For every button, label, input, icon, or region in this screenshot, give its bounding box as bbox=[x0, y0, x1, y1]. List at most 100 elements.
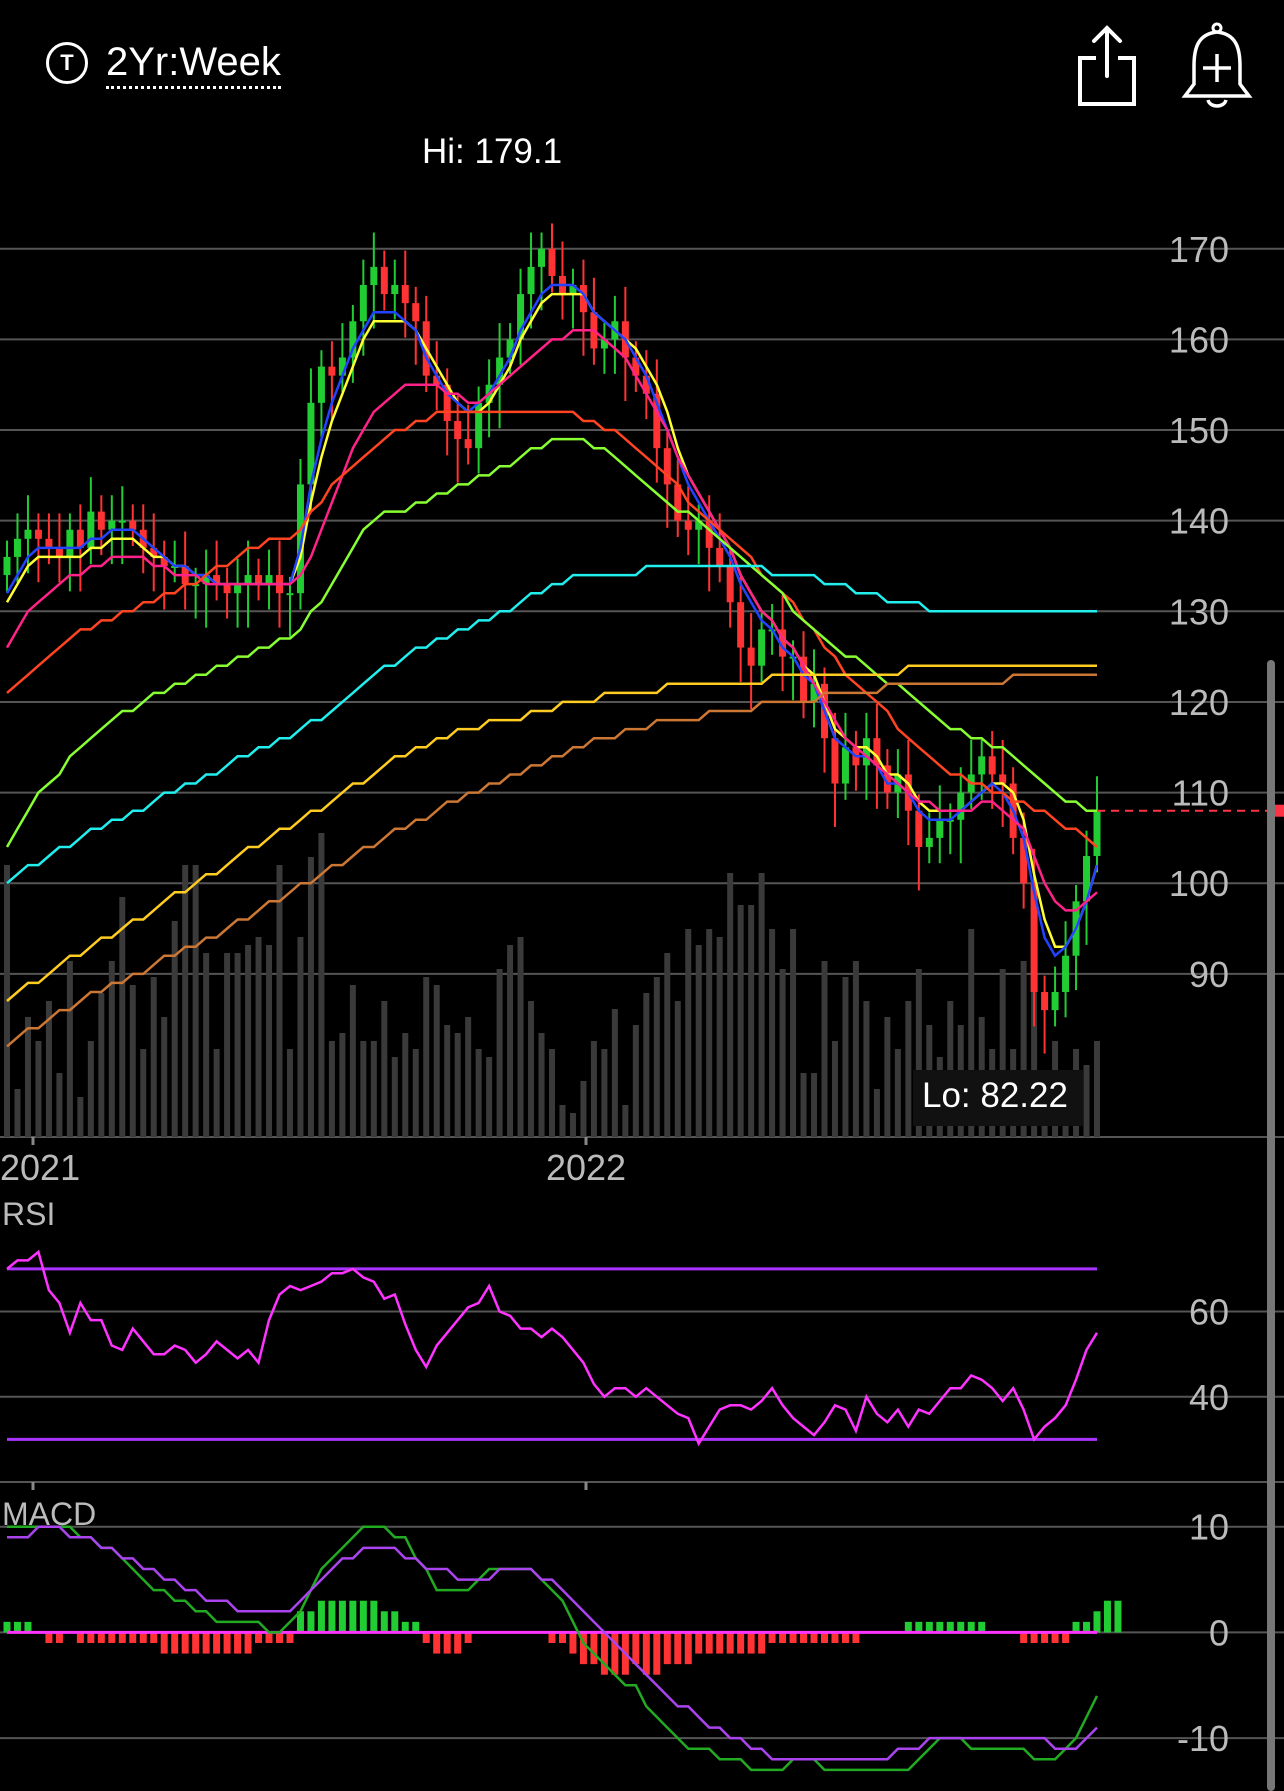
volume-bar bbox=[224, 953, 231, 1137]
candle-body bbox=[87, 511, 95, 548]
volume-bar bbox=[108, 961, 115, 1137]
volume-bar bbox=[297, 937, 304, 1137]
volume-bar bbox=[999, 969, 1006, 1137]
macd-histogram-bar bbox=[1030, 1632, 1038, 1643]
macd-line bbox=[7, 1525, 1098, 1761]
candle-body bbox=[737, 602, 745, 648]
candle-body bbox=[873, 738, 881, 766]
macd-histogram-bar bbox=[978, 1621, 986, 1633]
macd-histogram-bar bbox=[579, 1632, 587, 1665]
candle-body bbox=[800, 656, 808, 702]
volume-bar bbox=[758, 873, 765, 1137]
candle-body bbox=[925, 837, 933, 847]
volume-bar bbox=[360, 1041, 367, 1137]
macd-histogram-bar bbox=[317, 1600, 325, 1633]
macd-histogram-bar bbox=[286, 1632, 294, 1643]
macd-histogram-bar bbox=[422, 1632, 430, 1643]
macd-histogram-bar bbox=[600, 1632, 608, 1675]
price-tick-label: 100 bbox=[1169, 863, 1229, 904]
volume-bar bbox=[653, 977, 660, 1137]
volume-bar bbox=[873, 1089, 880, 1137]
candle-body bbox=[915, 810, 923, 847]
volume-bar bbox=[140, 1049, 147, 1137]
volume-bar bbox=[381, 1001, 388, 1137]
volume-bar bbox=[748, 905, 755, 1137]
candle-body bbox=[1083, 856, 1091, 902]
price-tick-label: 130 bbox=[1169, 591, 1229, 632]
candle-body bbox=[758, 629, 766, 666]
macd-histogram-bar bbox=[45, 1632, 53, 1643]
moving-average-line bbox=[6, 564, 1097, 885]
macd-histogram-bar bbox=[841, 1632, 849, 1643]
macd-histogram-bar bbox=[904, 1621, 912, 1633]
volume-bar bbox=[171, 921, 178, 1137]
candle-body bbox=[13, 538, 21, 557]
ticker-t-icon[interactable]: T bbox=[46, 42, 88, 84]
volume-bar bbox=[255, 937, 262, 1137]
candle-body bbox=[244, 575, 252, 585]
macd-histogram-bar bbox=[632, 1632, 640, 1665]
candle-body bbox=[55, 547, 63, 557]
macd-histogram-bar bbox=[213, 1632, 221, 1654]
candle-body bbox=[548, 248, 556, 276]
volume-bar bbox=[538, 1033, 545, 1137]
volume-bar bbox=[632, 1025, 639, 1137]
candle-body bbox=[317, 366, 325, 403]
add-alert-button[interactable] bbox=[1180, 22, 1254, 110]
macd-histogram-bar bbox=[391, 1611, 399, 1633]
candle-body bbox=[695, 520, 703, 530]
macd-histogram-bar bbox=[548, 1632, 556, 1643]
macd-histogram-bar bbox=[307, 1611, 315, 1633]
macd-histogram-bar bbox=[674, 1632, 682, 1665]
macd-histogram-bar bbox=[380, 1611, 388, 1633]
volume-bar bbox=[182, 865, 189, 1137]
macd-histogram-bar bbox=[800, 1632, 808, 1643]
volume-bar bbox=[706, 929, 713, 1137]
macd-histogram-bar bbox=[296, 1611, 304, 1633]
volume-bar bbox=[412, 1049, 419, 1137]
candle-body bbox=[674, 484, 682, 521]
volume-bar bbox=[339, 1033, 346, 1137]
macd-histogram-bar bbox=[779, 1632, 787, 1643]
volume-bar bbox=[842, 977, 849, 1137]
volume-bar bbox=[245, 945, 252, 1137]
volume-bar bbox=[580, 1081, 587, 1137]
share-button[interactable] bbox=[1074, 24, 1140, 108]
candle-body bbox=[538, 248, 546, 267]
macd-histogram-bar bbox=[726, 1632, 734, 1654]
macd-tick-label: 0 bbox=[1209, 1612, 1229, 1653]
volume-bar bbox=[559, 1105, 566, 1137]
macd-histogram-bar bbox=[758, 1632, 766, 1654]
macd-histogram-bar bbox=[768, 1632, 776, 1643]
macd-histogram-bar bbox=[234, 1632, 242, 1654]
macd-histogram-bar bbox=[150, 1632, 158, 1643]
volume-bar bbox=[549, 1049, 555, 1137]
macd-histogram-bar bbox=[810, 1632, 818, 1643]
macd-histogram-bar bbox=[433, 1632, 441, 1654]
macd-histogram-bar bbox=[695, 1632, 703, 1654]
macd-histogram-bar bbox=[852, 1632, 860, 1643]
candle-body bbox=[936, 819, 944, 838]
candle-body bbox=[391, 285, 399, 295]
volume-bar bbox=[528, 1001, 535, 1137]
volume-bar bbox=[737, 905, 744, 1137]
macd-histogram-bar bbox=[401, 1621, 409, 1633]
candle-body bbox=[202, 575, 210, 585]
high-label: Hi: 179.1 bbox=[422, 132, 563, 171]
volume-bar bbox=[433, 985, 440, 1137]
candle-body bbox=[34, 529, 42, 539]
macd-histogram-bar bbox=[13, 1621, 21, 1633]
scrollbar[interactable] bbox=[1267, 660, 1275, 1791]
volume-bar bbox=[1083, 1065, 1090, 1137]
candle-body bbox=[213, 575, 221, 585]
candle-body bbox=[716, 547, 724, 566]
macd-histogram-bar bbox=[915, 1621, 923, 1633]
range-selector[interactable]: 2Yr:Week bbox=[106, 38, 281, 89]
volume-bar bbox=[266, 945, 273, 1137]
volume-bar bbox=[1094, 1041, 1100, 1137]
moving-average-line bbox=[6, 410, 1098, 848]
volume-bar bbox=[569, 1113, 576, 1137]
volume-bar bbox=[716, 937, 723, 1137]
macd-histogram-bar bbox=[1020, 1632, 1028, 1643]
